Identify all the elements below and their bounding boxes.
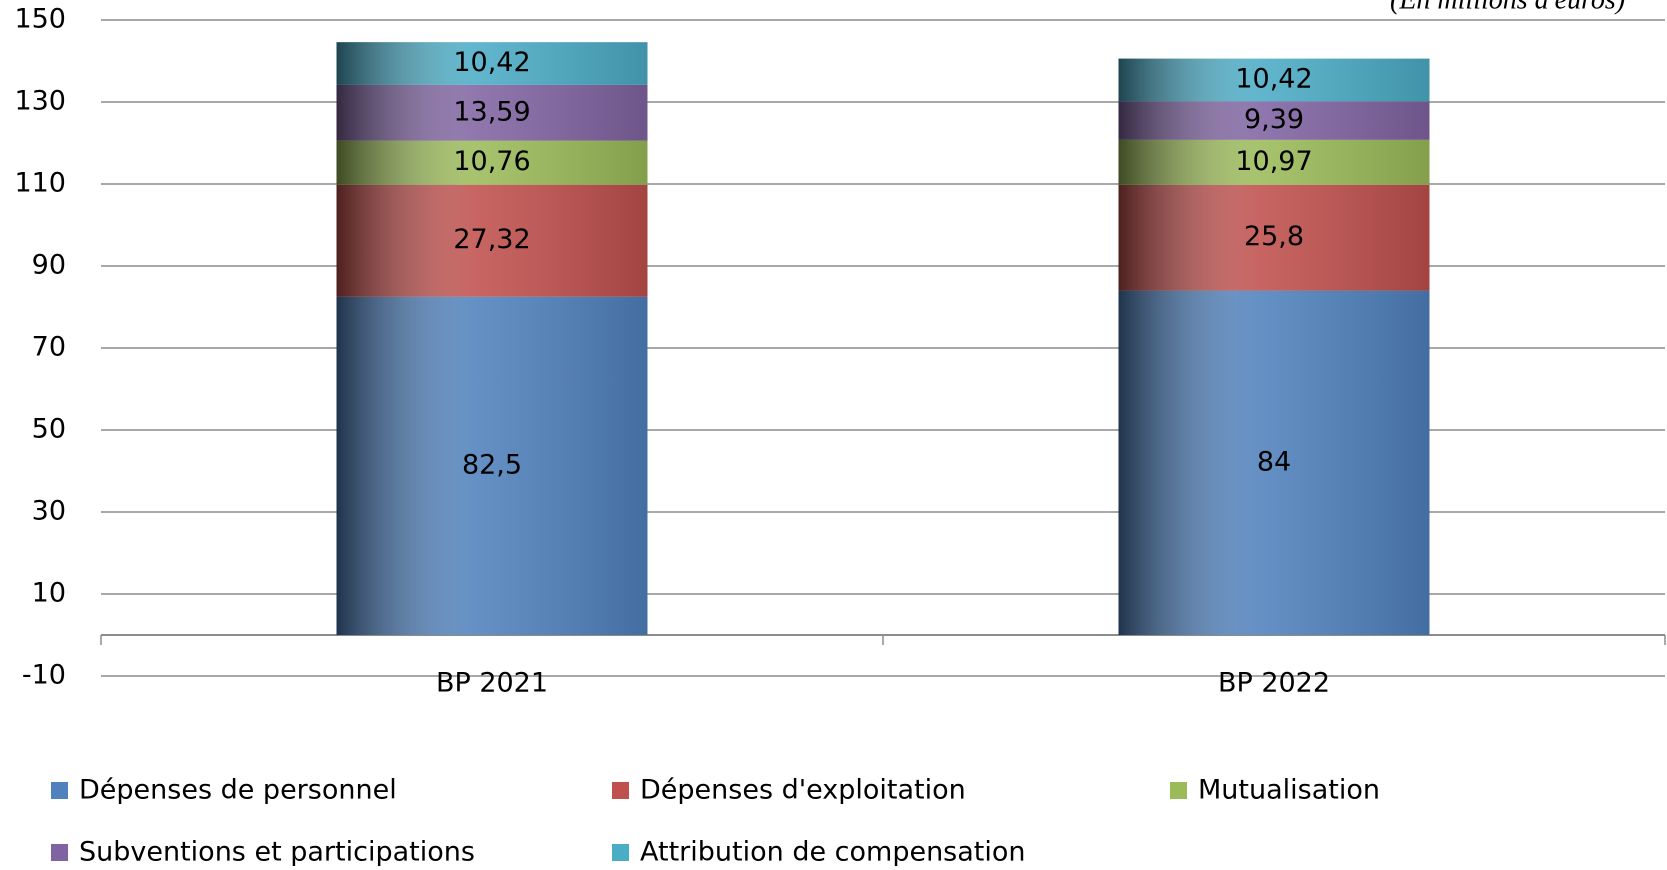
legend-swatch [612, 844, 629, 861]
bar-shade [1118, 184, 1430, 291]
bar-shade [1118, 290, 1430, 635]
y-tick-label: 150 [14, 4, 66, 35]
legend-label: Mutualisation [1198, 775, 1380, 806]
y-tick-label: -10 [22, 660, 66, 691]
bar-shade [336, 296, 648, 635]
legend-label: Dépenses de personnel [79, 775, 397, 806]
bar-shade [336, 140, 648, 185]
legend-swatch [612, 782, 629, 799]
data-label: 10,42 [1235, 63, 1312, 94]
bar-shade [1118, 139, 1430, 185]
data-label: 25,8 [1244, 221, 1304, 252]
bar-shade [1118, 101, 1430, 140]
x-tick-label: BP 2022 [1218, 668, 1330, 699]
legend-label: Dépenses d'exploitation [640, 775, 966, 806]
y-tick-label: 10 [32, 578, 66, 609]
data-label: 10,76 [453, 146, 530, 177]
bar-shade [336, 42, 648, 85]
legend-label: Subventions et participations [79, 837, 475, 868]
data-label: 27,32 [453, 224, 530, 255]
y-tick-label: 90 [32, 250, 66, 281]
legend-swatch [51, 844, 68, 861]
bar-shade [336, 84, 648, 141]
data-label: 84 [1257, 446, 1291, 477]
y-tick-label: 110 [14, 168, 66, 199]
y-tick-label: 30 [32, 496, 66, 527]
bar-shade [336, 184, 648, 297]
legend-swatch [51, 782, 68, 799]
data-label: 82,5 [462, 449, 522, 480]
bar-shade [1118, 58, 1430, 102]
legend-swatch [1170, 782, 1187, 799]
y-tick-label: 70 [32, 332, 66, 363]
y-tick-label: 130 [14, 86, 66, 117]
data-label: 10,97 [1235, 146, 1312, 177]
data-label: 9,39 [1244, 104, 1304, 135]
data-label: 10,42 [453, 47, 530, 78]
data-label: 13,59 [453, 96, 530, 127]
y-tick-label: 50 [32, 414, 66, 445]
unit-note: (En millions d'euros) [1390, 0, 1625, 15]
legend-label: Attribution de compensation [640, 837, 1026, 868]
x-tick-label: BP 2021 [436, 668, 548, 699]
